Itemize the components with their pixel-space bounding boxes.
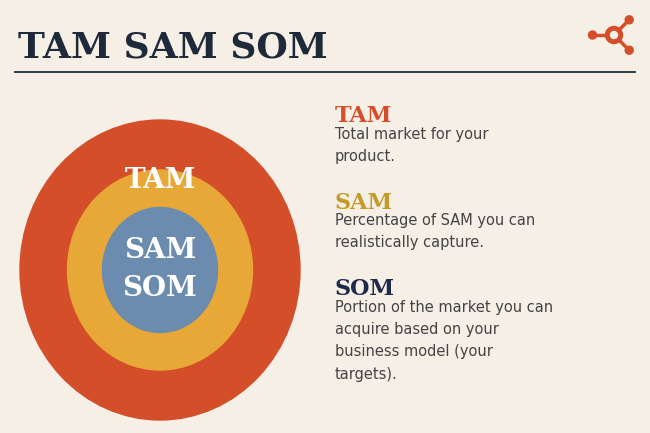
Circle shape xyxy=(606,26,623,43)
Text: SAM: SAM xyxy=(124,236,196,264)
Circle shape xyxy=(625,16,633,24)
Circle shape xyxy=(588,31,597,39)
Text: Portion of the market you can
acquire based on your
business model (your
targets: Portion of the market you can acquire ba… xyxy=(335,300,553,381)
Circle shape xyxy=(610,32,617,39)
Ellipse shape xyxy=(20,120,300,420)
Ellipse shape xyxy=(68,170,252,370)
Text: TAM: TAM xyxy=(124,167,196,194)
Text: TAM SAM SOM: TAM SAM SOM xyxy=(18,31,328,65)
Text: SOM: SOM xyxy=(123,275,198,301)
Text: TAM: TAM xyxy=(335,105,392,127)
Text: Total market for your
product.: Total market for your product. xyxy=(335,127,489,164)
Circle shape xyxy=(625,46,633,54)
Text: Percentage of SAM you can
realistically capture.: Percentage of SAM you can realistically … xyxy=(335,213,535,250)
Text: SOM: SOM xyxy=(335,278,395,300)
Text: SAM: SAM xyxy=(335,192,393,214)
Ellipse shape xyxy=(103,207,218,333)
